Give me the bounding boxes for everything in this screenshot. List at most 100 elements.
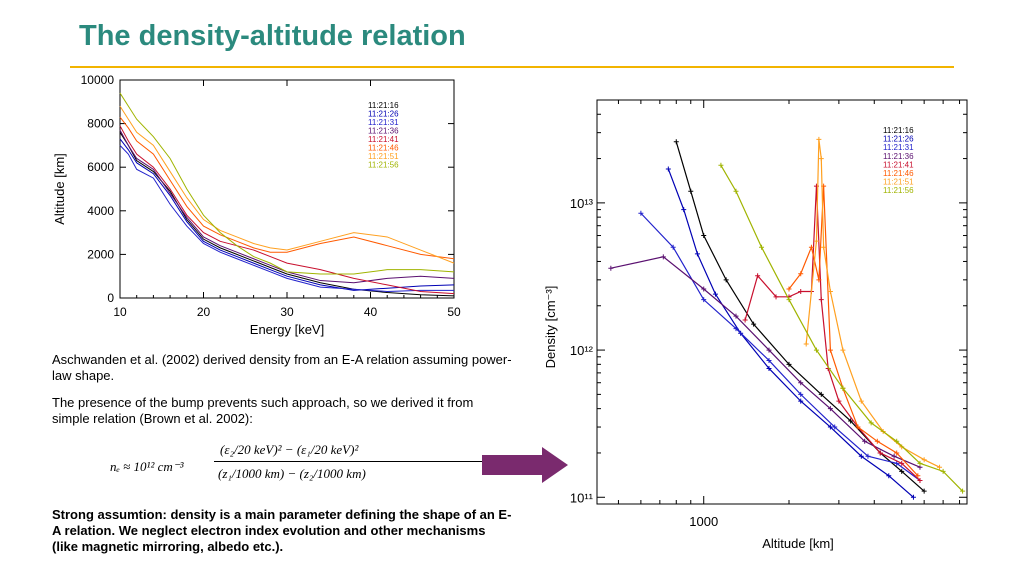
data-point	[766, 347, 772, 353]
series-line	[610, 256, 921, 468]
plot-frame	[596, 99, 968, 505]
data-point	[894, 450, 900, 456]
data-point	[798, 380, 804, 386]
data-point	[836, 398, 842, 404]
data-point	[798, 289, 804, 294]
data-point	[608, 265, 614, 271]
energy-altitude-chart: 10 20 30 40 50 0 2000 4000 6000 8000 10000 Energy […	[52, 73, 461, 337]
data-point	[858, 453, 864, 459]
legend-entry: 11:21:41	[368, 135, 399, 144]
y-tick-label: 4000	[87, 204, 114, 218]
data-point	[786, 297, 792, 303]
x-axis-label: Altitude [km]	[762, 536, 834, 551]
data-point	[821, 244, 827, 250]
x-tick-label: 40	[364, 305, 378, 319]
x-tick-label: 20	[197, 305, 211, 319]
data-point	[773, 294, 779, 300]
legend-entry: 11:21:41	[883, 160, 914, 169]
data-point	[840, 385, 846, 391]
data-point	[891, 453, 897, 459]
data-point	[874, 438, 880, 444]
x-tick-label: 50	[447, 305, 461, 319]
data-point	[813, 347, 819, 353]
x-tick-label: 30	[280, 305, 294, 319]
data-point	[816, 136, 822, 142]
density-altitude-chart: 1000 10¹¹ 10¹² 10¹³ Altitude [km] Density [cm…	[543, 99, 968, 551]
data-point	[818, 297, 824, 303]
data-point	[899, 468, 905, 474]
data-point	[937, 464, 943, 470]
data-point	[733, 313, 739, 319]
series-line	[744, 186, 921, 481]
data-point	[862, 438, 868, 444]
series-line	[119, 129, 455, 284]
legend-entry: 11:21:46	[368, 144, 399, 153]
series-line	[788, 186, 919, 477]
y-tick-label: 10¹²	[570, 343, 594, 358]
data-point	[894, 438, 900, 444]
data-point	[694, 251, 700, 257]
data-point	[886, 473, 892, 479]
data-point	[786, 361, 792, 367]
series-line	[640, 212, 921, 481]
legend-entry: 11:21:51	[883, 178, 914, 187]
data-point	[827, 289, 833, 294]
series-line	[119, 105, 455, 264]
y-tick-label: 8000	[87, 117, 114, 131]
data-point	[915, 473, 921, 479]
data-point	[827, 424, 833, 430]
data-point	[681, 207, 687, 213]
y-tick-label: 10¹³	[570, 196, 594, 211]
data-point	[910, 494, 916, 500]
data-point	[660, 254, 666, 260]
legend-entry: 11:21:51	[368, 152, 399, 161]
x-tick-label: 1000	[689, 514, 718, 529]
intro-paragraph: Aschwanden et al. (2002) derived density…	[52, 352, 512, 383]
data-point	[803, 341, 809, 347]
y-tick-label: 2000	[87, 247, 114, 261]
data-point	[868, 420, 874, 426]
data-point	[808, 244, 814, 250]
method-paragraph: The presence of the bump prevents such a…	[52, 395, 474, 426]
data-point	[798, 398, 804, 404]
legend-entry: 11:21:31	[368, 118, 399, 127]
title-underline	[70, 66, 954, 68]
legend-entry: 11:21:36	[883, 152, 914, 161]
legend-entry: 11:21:16	[883, 126, 914, 135]
legend-entry: 11:21:36	[368, 127, 399, 136]
legend-entry: 11:21:46	[883, 169, 914, 178]
series-line	[119, 125, 455, 295]
data-point	[832, 424, 838, 430]
data-point	[733, 188, 739, 194]
legend-entry: 11:21:56	[368, 161, 399, 170]
data-point	[827, 347, 833, 353]
y-axis-label: Density [cm⁻³]	[543, 286, 558, 369]
data-point	[723, 277, 729, 283]
series-line	[119, 145, 454, 292]
formula-fraction-bar	[214, 461, 524, 462]
data-point	[638, 210, 644, 216]
data-point	[701, 286, 707, 292]
data-point	[766, 357, 772, 363]
data-point	[921, 488, 927, 494]
y-tick-label: 6000	[87, 160, 114, 174]
right-arrow-icon	[482, 447, 568, 483]
legend-entry: 11:21:16	[368, 101, 399, 110]
data-point	[759, 244, 765, 250]
data-point	[701, 233, 707, 239]
data-point	[827, 406, 833, 412]
formula-numerator: (ε₂/20 keV)² − (ε₁/20 keV)²	[220, 442, 359, 457]
data-point	[701, 297, 707, 303]
y-tick-label: 10¹¹	[570, 490, 594, 505]
data-point	[848, 418, 854, 424]
legend-entry: 11:21:31	[883, 143, 914, 152]
legend-entry: 11:21:26	[883, 135, 914, 144]
data-point	[751, 321, 757, 327]
data-point	[877, 450, 883, 456]
y-tick-label: 0	[107, 291, 114, 305]
conclusion-text: Strong assumtion: density is a main para…	[52, 507, 512, 554]
data-point	[670, 244, 676, 250]
data-point	[917, 477, 923, 483]
data-point	[718, 162, 724, 168]
series-line	[119, 116, 455, 260]
